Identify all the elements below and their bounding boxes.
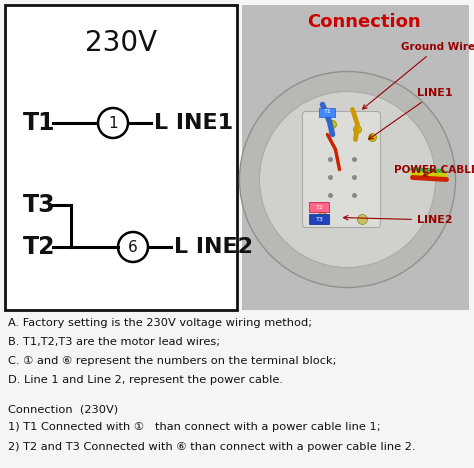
Text: T1: T1 xyxy=(324,109,331,114)
Circle shape xyxy=(354,125,362,133)
Circle shape xyxy=(318,212,328,222)
Circle shape xyxy=(328,175,333,180)
Text: 230V: 230V xyxy=(85,29,157,57)
Text: Connection  (230V): Connection (230V) xyxy=(8,404,118,414)
Bar xyxy=(310,202,329,212)
Circle shape xyxy=(352,175,357,180)
Circle shape xyxy=(328,157,333,162)
Text: Ground Wire: Ground Wire xyxy=(363,42,474,109)
Text: B. T1,T2,T3 are the motor lead wires;: B. T1,T2,T3 are the motor lead wires; xyxy=(8,337,220,347)
Text: C. ① and ⑥ represent the numbers on the terminal block;: C. ① and ⑥ represent the numbers on the … xyxy=(8,356,337,366)
Text: LINE2: LINE2 xyxy=(344,215,453,225)
Circle shape xyxy=(328,193,333,198)
Text: D. Line 1 and Line 2, represent the power cable.: D. Line 1 and Line 2, represent the powe… xyxy=(8,375,283,385)
Text: Connection: Connection xyxy=(307,13,420,31)
Text: T2: T2 xyxy=(316,205,323,210)
Text: L INE2: L INE2 xyxy=(174,237,253,257)
Bar xyxy=(5,5,237,310)
Text: T3: T3 xyxy=(316,217,323,222)
Text: 2) T2 and T3 Connected with ⑥ than connect with a power cable line 2.: 2) T2 and T3 Connected with ⑥ than conne… xyxy=(8,442,416,452)
Bar xyxy=(319,108,336,117)
Text: 6: 6 xyxy=(128,241,138,256)
Text: 1) T1 Connected with ①   than connect with a power cable line 1;: 1) T1 Connected with ① than connect with… xyxy=(8,422,381,432)
Circle shape xyxy=(328,120,337,129)
Circle shape xyxy=(239,72,456,287)
Circle shape xyxy=(368,133,376,141)
Text: T2: T2 xyxy=(23,235,55,259)
Bar xyxy=(310,213,329,224)
Text: POWER CABLE: POWER CABLE xyxy=(394,165,474,176)
Circle shape xyxy=(352,193,357,198)
Text: 1: 1 xyxy=(108,117,118,132)
Circle shape xyxy=(352,157,357,162)
FancyBboxPatch shape xyxy=(302,111,381,227)
Circle shape xyxy=(259,92,436,268)
Bar xyxy=(242,5,469,310)
Circle shape xyxy=(357,214,367,225)
Text: LINE1: LINE1 xyxy=(369,88,453,139)
Text: A. Factory setting is the 230V voltage wiring method;: A. Factory setting is the 230V voltage w… xyxy=(8,318,312,328)
Text: T3: T3 xyxy=(23,193,55,217)
Text: L INE1: L INE1 xyxy=(154,113,233,133)
Text: T1: T1 xyxy=(23,111,55,135)
